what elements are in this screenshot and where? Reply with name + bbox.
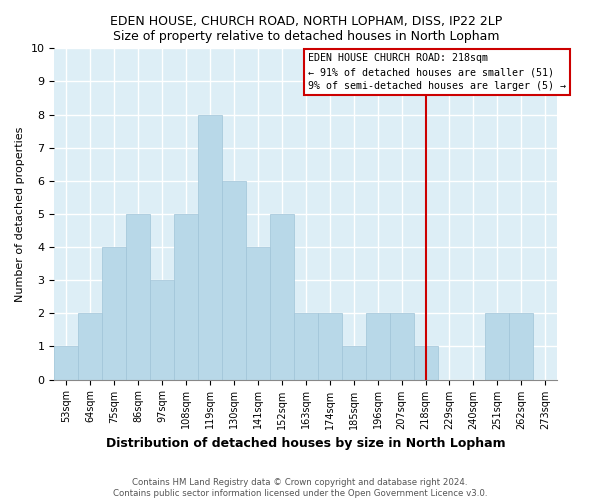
Bar — [342, 346, 365, 380]
Bar — [222, 181, 246, 380]
X-axis label: Distribution of detached houses by size in North Lopham: Distribution of detached houses by size … — [106, 437, 506, 450]
Bar — [413, 346, 437, 380]
Bar — [54, 346, 78, 380]
Title: EDEN HOUSE, CHURCH ROAD, NORTH LOPHAM, DISS, IP22 2LP
Size of property relative : EDEN HOUSE, CHURCH ROAD, NORTH LOPHAM, D… — [110, 15, 502, 43]
Bar — [389, 314, 413, 380]
Bar — [150, 280, 174, 380]
Bar — [102, 247, 126, 380]
Bar — [78, 314, 102, 380]
Bar — [294, 314, 318, 380]
Bar — [509, 314, 533, 380]
Bar — [318, 314, 342, 380]
Bar — [198, 114, 222, 380]
Bar — [270, 214, 294, 380]
Bar — [485, 314, 509, 380]
Text: Contains HM Land Registry data © Crown copyright and database right 2024.
Contai: Contains HM Land Registry data © Crown c… — [113, 478, 487, 498]
Bar — [174, 214, 198, 380]
Bar — [126, 214, 150, 380]
Y-axis label: Number of detached properties: Number of detached properties — [15, 126, 25, 302]
Bar — [365, 314, 389, 380]
Bar — [246, 247, 270, 380]
Text: EDEN HOUSE CHURCH ROAD: 218sqm
← 91% of detached houses are smaller (51)
9% of s: EDEN HOUSE CHURCH ROAD: 218sqm ← 91% of … — [308, 54, 566, 92]
